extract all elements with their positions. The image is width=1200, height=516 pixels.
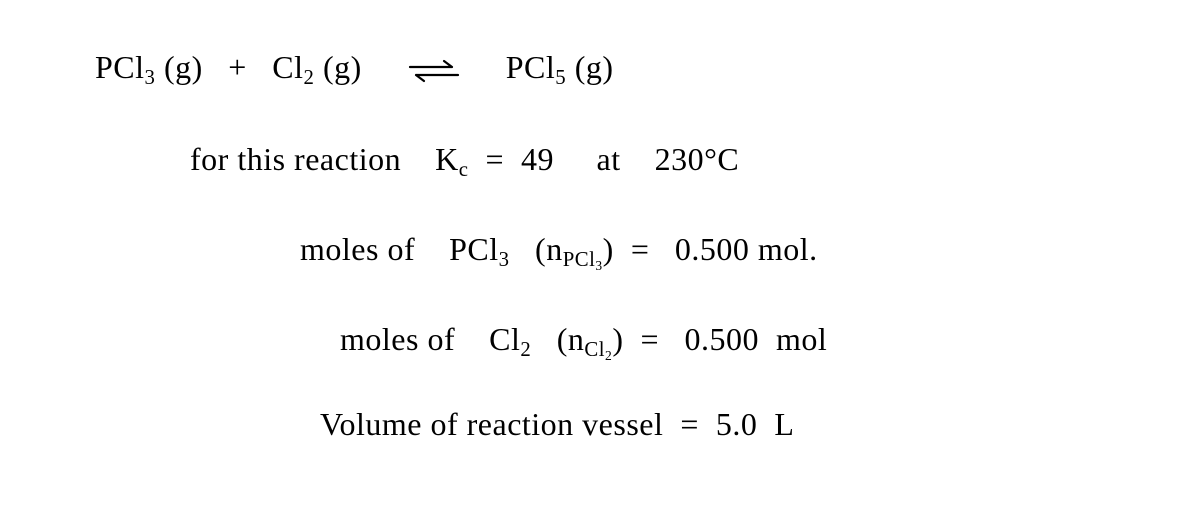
product-formula-p: PCl	[506, 49, 556, 85]
moles-cl2-label: moles of	[340, 321, 455, 357]
product-phase: (g)	[575, 49, 614, 85]
moles-pcl3-label: moles of	[300, 231, 415, 267]
kc-value: 49	[521, 141, 554, 177]
kc-sub: c	[459, 158, 469, 181]
reactant2: Cl2 (g)	[272, 49, 370, 85]
n-pcl3-base: n	[546, 231, 563, 267]
reactant2-sub: 2	[304, 66, 315, 89]
moles-pcl3-unit: mol.	[758, 231, 818, 267]
kc-base: K	[435, 141, 459, 177]
moles-pcl3-value: 0.500	[675, 231, 750, 267]
moles-cl2-species-base: Cl	[489, 321, 520, 357]
moles-pcl3-equals: =	[631, 231, 650, 267]
moles-cl2-equals: =	[640, 321, 659, 357]
moles-cl2-species: Cl2	[489, 321, 540, 357]
moles-pcl3-species-sub: 3	[499, 248, 510, 271]
kc-prefix: for this reaction	[190, 141, 401, 177]
product-sub: 5	[555, 66, 566, 89]
product: PCl5 (g)	[506, 49, 614, 85]
handwritten-page: PCl3 (g) + Cl2 (g) PCl5 (g) for this rea…	[0, 0, 1200, 516]
kc-equals: =	[485, 141, 504, 177]
reactant2-formula-p: Cl	[272, 49, 303, 85]
moles-cl2-value: 0.500	[685, 321, 760, 357]
moles-pcl3-nsymbol: (nPCl3)	[535, 231, 614, 267]
reactant1-sub: 3	[145, 66, 156, 89]
volume-unit: L	[774, 406, 794, 442]
reactant1-formula-p: PCl	[95, 49, 145, 85]
reactant1: PCl3 (g)	[95, 49, 211, 85]
reactant1-phase: (g)	[164, 49, 203, 85]
kc-line: for this reaction Kc = 49 at 230°C	[190, 140, 739, 183]
kc-temp: 230°C	[655, 141, 740, 177]
moles-cl2-line: moles of Cl2 (nCl2) = 0.500 mol	[340, 320, 827, 365]
moles-cl2-unit: mol	[776, 321, 827, 357]
moles-pcl3-line: moles of PCl3 (nPCl3) = 0.500 mol.	[300, 230, 818, 275]
equilibrium-arrow-icon	[396, 56, 472, 86]
n-cl2-sub: Cl2	[584, 338, 612, 361]
n-cl2-base: n	[568, 321, 585, 357]
moles-pcl3-species: PCl3	[449, 231, 518, 267]
n-pcl3-sub: PCl3	[563, 248, 603, 271]
moles-cl2-nsymbol: (nCl2)	[557, 321, 624, 357]
reactant2-phase: (g)	[323, 49, 362, 85]
reaction-equation: PCl3 (g) + Cl2 (g) PCl5 (g)	[95, 48, 614, 91]
kc-temp-value: 230	[655, 141, 705, 177]
volume-value: 5.0	[716, 406, 758, 442]
volume-label: Volume of reaction vessel	[320, 406, 663, 442]
kc-symbol: Kc	[435, 141, 477, 177]
moles-cl2-species-sub: 2	[520, 338, 531, 361]
volume-equals: =	[680, 406, 699, 442]
kc-temp-unit: °C	[704, 141, 739, 177]
volume-line: Volume of reaction vessel = 5.0 L	[320, 405, 794, 443]
kc-at: at	[596, 141, 620, 177]
moles-pcl3-species-base: PCl	[449, 231, 499, 267]
